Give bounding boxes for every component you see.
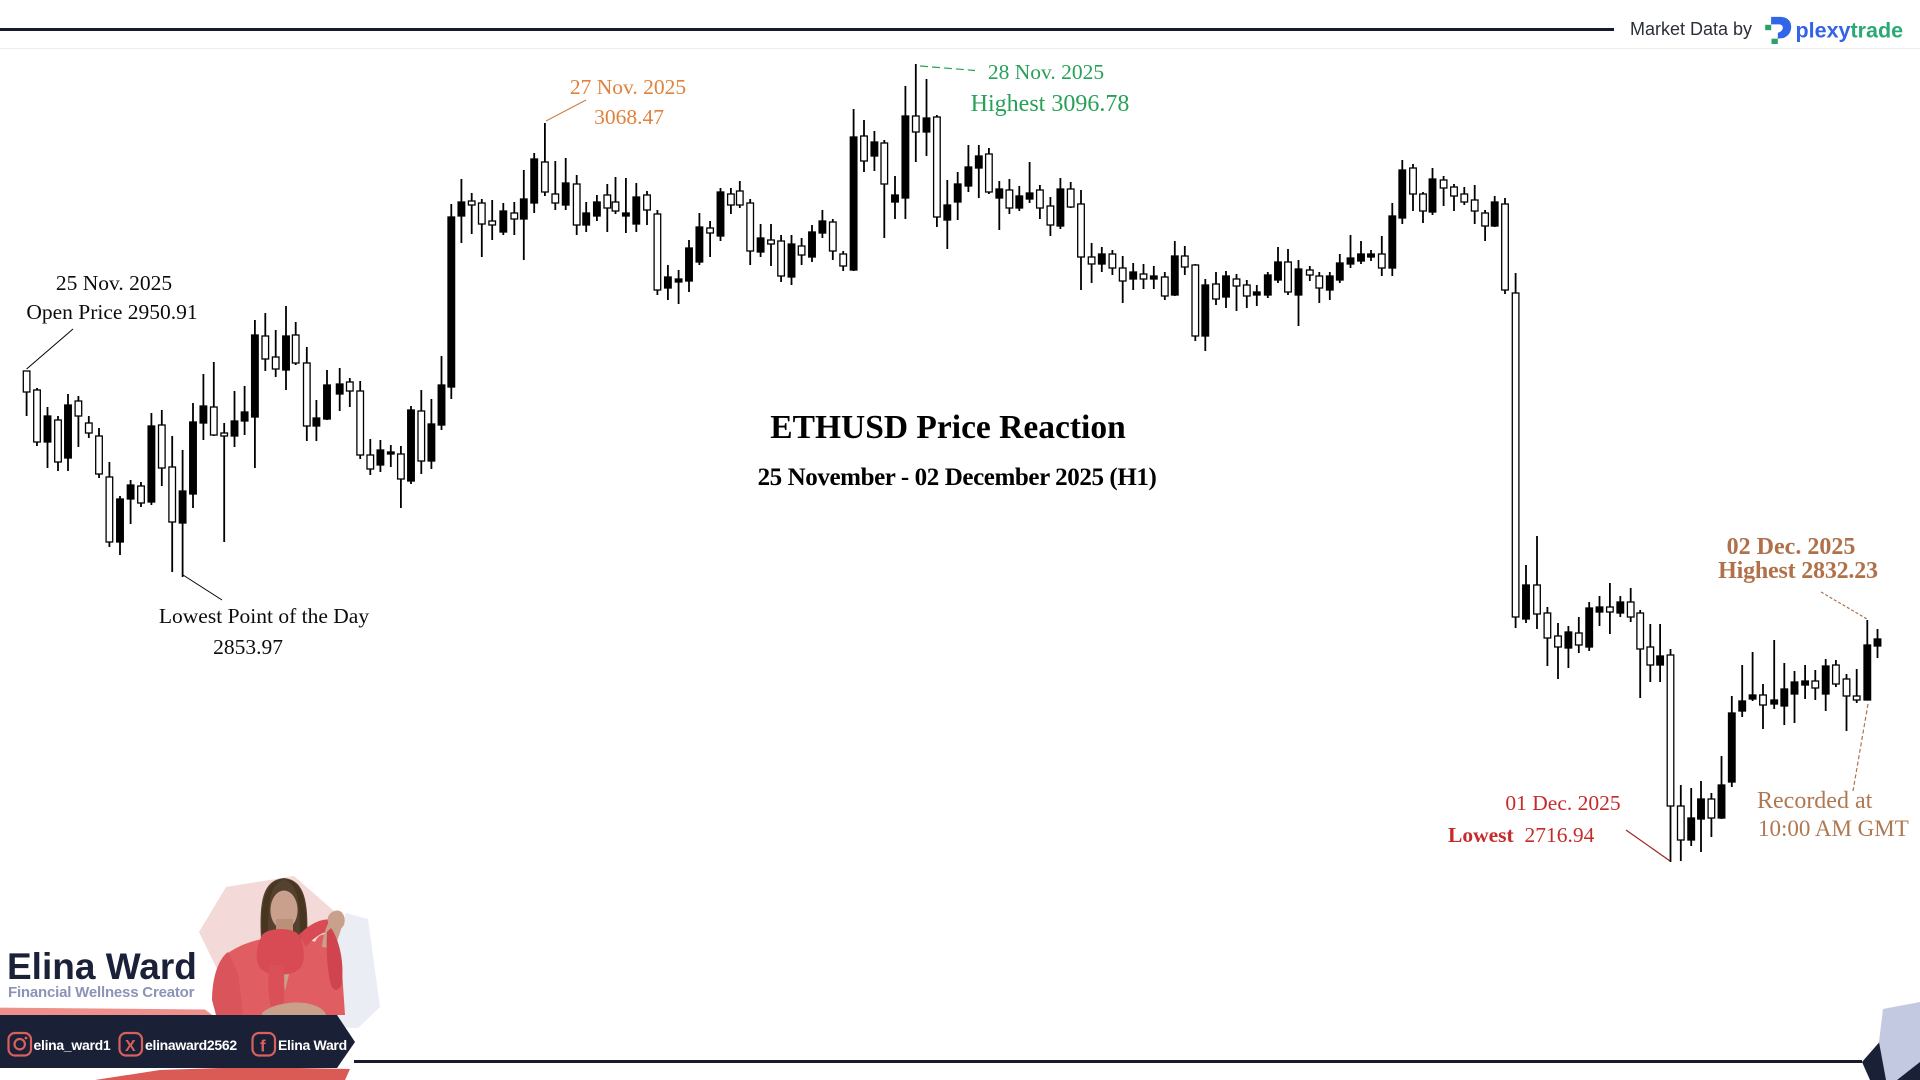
- svg-text:f: f: [260, 1037, 266, 1056]
- svg-text:plexytrade: plexytrade: [1796, 19, 1904, 43]
- svg-text:elina_ward1: elina_ward1: [34, 1037, 111, 1053]
- svg-text:elinaward2562: elinaward2562: [145, 1037, 237, 1053]
- svg-text:Elina Ward: Elina Ward: [278, 1037, 347, 1053]
- svg-text:X: X: [125, 1038, 136, 1055]
